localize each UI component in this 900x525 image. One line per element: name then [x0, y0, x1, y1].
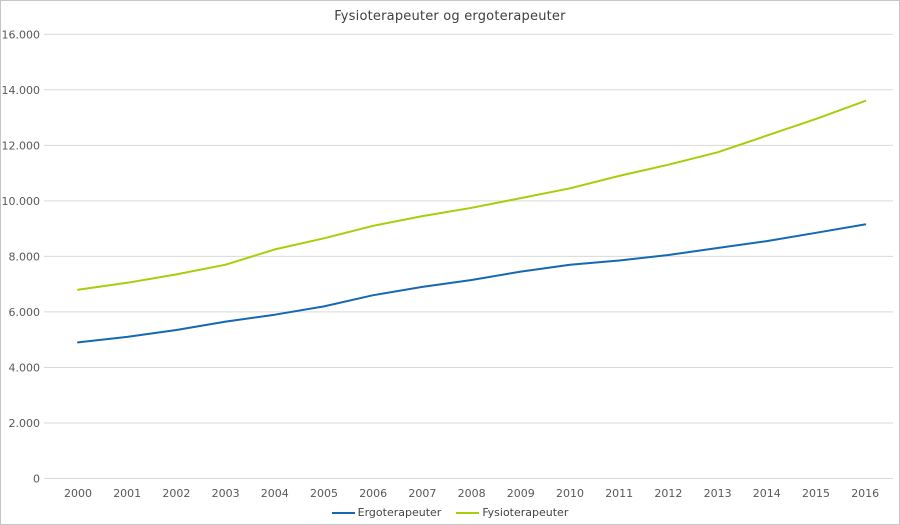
- x-tick-label: 2007: [408, 487, 436, 500]
- legend-item-ergoterapeuter: Ergoterapeuter: [331, 506, 442, 519]
- y-tick-label: 10.000: [2, 195, 41, 208]
- x-tick-label: 2012: [654, 487, 682, 500]
- x-tick-label: 2013: [704, 487, 732, 500]
- x-tick-label: 2014: [753, 487, 781, 500]
- x-tick-label: 2003: [212, 487, 240, 500]
- legend-line-swatch-fysioterapeuter: [456, 511, 480, 514]
- legend-line-swatch-ergoterapeuter: [331, 511, 355, 514]
- legend-label-ergoterapeuter: Ergoterapeuter: [357, 506, 442, 519]
- x-tick-label: 2004: [261, 487, 289, 500]
- chart-title: Fysioterapeuter og ergoterapeuter: [334, 9, 566, 24]
- legend-label-fysioterapeuter: Fysioterapeuter: [482, 506, 569, 519]
- y-tick-label: 16.000: [2, 28, 41, 41]
- series-line-ergoterapeuter: [77, 223, 867, 344]
- x-tick-label: 2001: [113, 487, 141, 500]
- x-tick-label: 2006: [359, 487, 387, 500]
- y-tick-label: 4.000: [9, 361, 41, 374]
- y-tick-label: 8.000: [9, 250, 41, 263]
- series-line-fysioterapeuter: [77, 99, 867, 291]
- legend-item-fysioterapeuter: Fysioterapeuter: [456, 506, 568, 519]
- y-tick-label: 12.000: [2, 139, 41, 152]
- x-tick-label: 2005: [310, 487, 338, 500]
- x-tick-label: 2011: [605, 487, 633, 500]
- x-tick-label: 2002: [162, 487, 190, 500]
- x-tick-label: 2015: [802, 487, 830, 500]
- y-tick-label: 14.000: [2, 84, 41, 97]
- x-tick-label: 2010: [556, 487, 584, 500]
- x-tick-label: 2008: [458, 487, 486, 500]
- x-tick-label: 2016: [851, 487, 879, 500]
- chart-legend: Ergoterapeuter Fysioterapeuter: [1, 506, 899, 519]
- y-tick-label: 2.000: [9, 417, 41, 430]
- x-tick-label: 2000: [64, 487, 92, 500]
- x-tick-label: 2009: [507, 487, 535, 500]
- y-tick-label: 6.000: [9, 306, 41, 319]
- y-tick-label: 0: [33, 473, 40, 486]
